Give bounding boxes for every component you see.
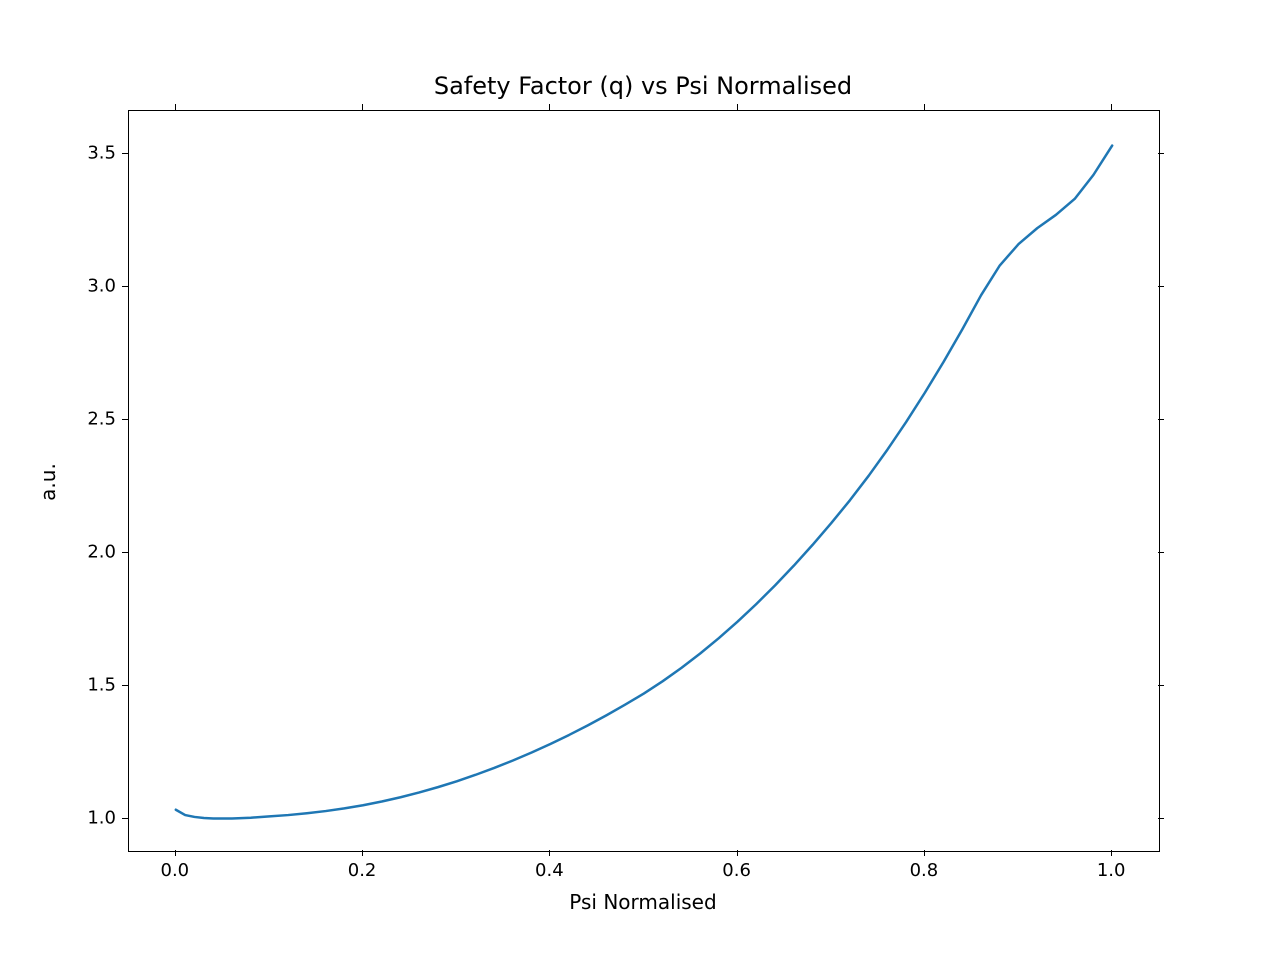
ytick-mark-right <box>1158 419 1164 420</box>
ytick-mark-right <box>1158 153 1164 154</box>
chart-figure: Safety Factor (q) vs Psi Normalised Psi … <box>0 0 1280 960</box>
line-svg <box>129 111 1159 851</box>
xtick-mark <box>924 850 925 856</box>
ytick-mark <box>122 153 128 154</box>
xtick-mark <box>362 850 363 856</box>
y-axis-label: a.u. <box>36 112 60 852</box>
xtick-mark <box>549 850 550 856</box>
plot-area <box>128 110 1160 852</box>
xtick-label: 0.4 <box>535 860 564 881</box>
ytick-label: 3.5 <box>78 142 116 163</box>
ytick-mark <box>122 685 128 686</box>
xtick-mark-top <box>737 104 738 110</box>
ytick-mark <box>122 286 128 287</box>
ytick-mark <box>122 818 128 819</box>
xtick-label: 0.2 <box>348 860 377 881</box>
xtick-mark-top <box>1111 104 1112 110</box>
ytick-mark-right <box>1158 552 1164 553</box>
data-line <box>176 146 1112 819</box>
ytick-mark-right <box>1158 685 1164 686</box>
xtick-label: 0.0 <box>160 860 189 881</box>
chart-title: Safety Factor (q) vs Psi Normalised <box>128 72 1158 100</box>
xtick-label: 0.6 <box>722 860 751 881</box>
ytick-mark <box>122 419 128 420</box>
ytick-label: 1.0 <box>78 808 116 829</box>
x-axis-label: Psi Normalised <box>128 890 1158 914</box>
xtick-label: 0.8 <box>910 860 939 881</box>
xtick-mark <box>175 850 176 856</box>
ytick-mark-right <box>1158 286 1164 287</box>
ytick-label: 2.5 <box>78 408 116 429</box>
xtick-label: 1.0 <box>1097 860 1126 881</box>
xtick-mark <box>1111 850 1112 856</box>
xtick-mark-top <box>924 104 925 110</box>
xtick-mark-top <box>362 104 363 110</box>
ytick-label: 2.0 <box>78 541 116 562</box>
xtick-mark-top <box>175 104 176 110</box>
ytick-label: 1.5 <box>78 674 116 695</box>
xtick-mark <box>737 850 738 856</box>
ytick-mark-right <box>1158 818 1164 819</box>
ytick-mark <box>122 552 128 553</box>
ytick-label: 3.0 <box>78 275 116 296</box>
xtick-mark-top <box>549 104 550 110</box>
